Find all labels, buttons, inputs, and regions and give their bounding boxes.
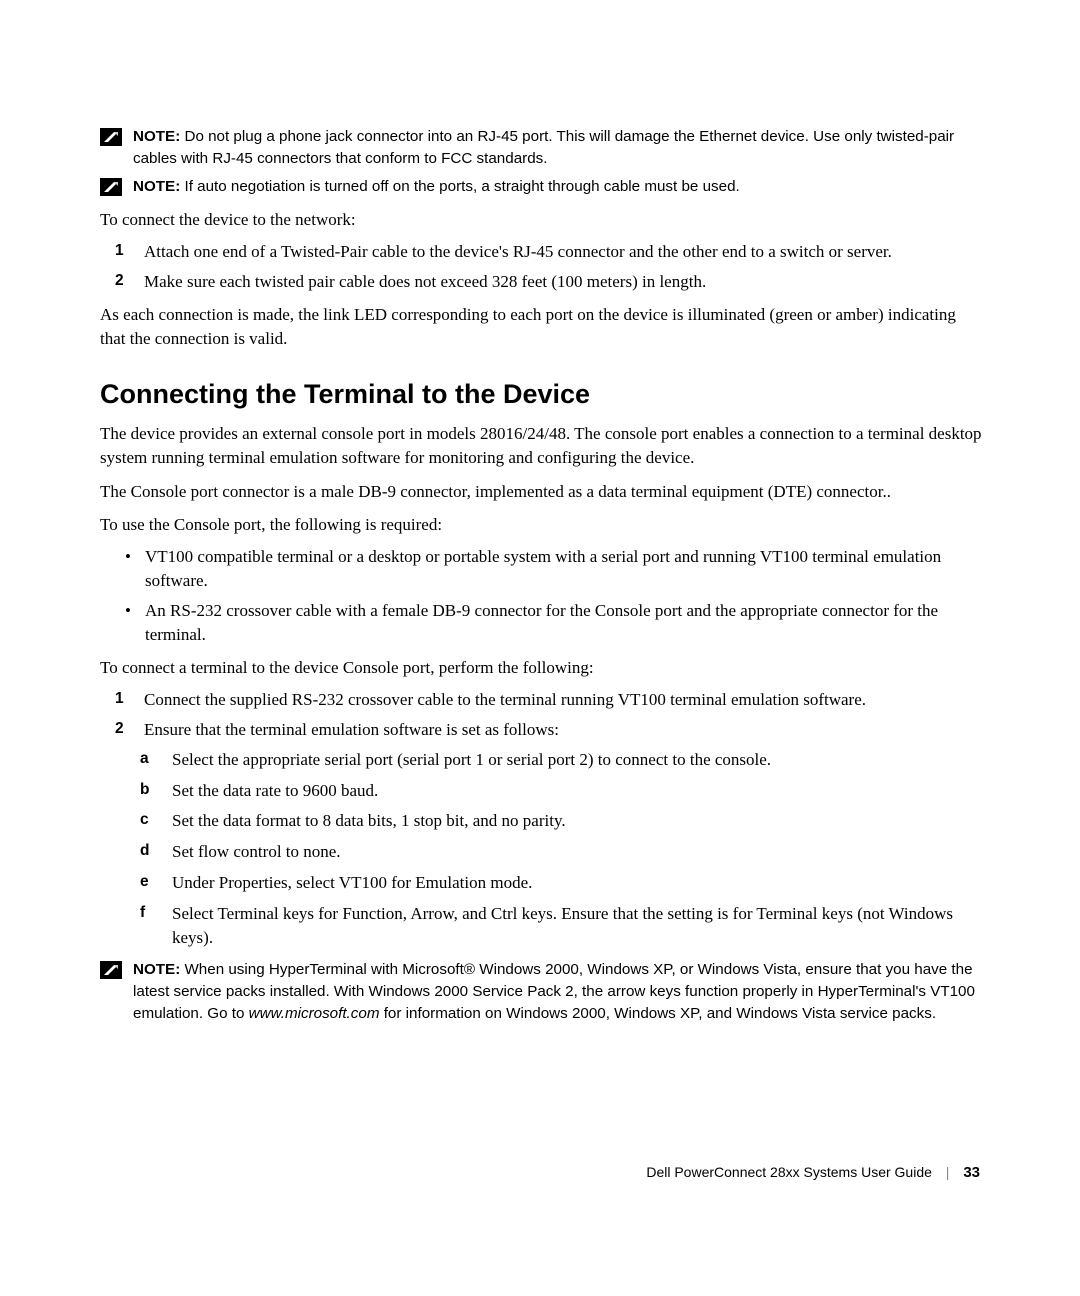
note-text-1: NOTE: Do not plug a phone jack connector…	[133, 126, 985, 170]
bullet-icon: •	[125, 599, 145, 623]
note-body-after: for information on Windows 2000, Windows…	[379, 1005, 936, 1022]
note-block-3: NOTE: When using HyperTerminal with Micr…	[100, 959, 985, 1025]
paragraph: As each connection is made, the link LED…	[100, 303, 985, 351]
page-number: 33	[963, 1164, 980, 1181]
numbered-list-2: 1Connect the supplied RS-232 crossover c…	[100, 688, 985, 742]
list-item: 1Attach one end of a Twisted-Pair cable …	[100, 240, 985, 264]
list-text: Select Terminal keys for Function, Arrow…	[172, 902, 985, 950]
document-page: NOTE: Do not plug a phone jack connector…	[0, 0, 1080, 1296]
note-icon	[100, 128, 122, 146]
list-number: 2	[115, 270, 140, 292]
list-letter: e	[140, 871, 172, 893]
list-text: Connect the supplied RS-232 crossover ca…	[144, 688, 866, 712]
list-text: Attach one end of a Twisted-Pair cable t…	[144, 240, 892, 264]
list-letter: d	[140, 840, 172, 862]
note-body: If auto negotiation is turned off on the…	[180, 178, 739, 195]
paragraph: To use the Console port, the following i…	[100, 513, 985, 537]
list-text: Select the appropriate serial port (seri…	[172, 748, 771, 772]
note-label: NOTE:	[133, 961, 180, 978]
list-item: eUnder Properties, select VT100 for Emul…	[100, 871, 985, 895]
note-icon	[100, 178, 122, 196]
list-number: 2	[115, 718, 140, 740]
list-letter: f	[140, 902, 172, 924]
note-link: www.microsoft.com	[249, 1005, 380, 1022]
note-text-2: NOTE: If auto negotiation is turned off …	[133, 176, 740, 198]
list-item: cSet the data format to 8 data bits, 1 s…	[100, 809, 985, 833]
note-block-1: NOTE: Do not plug a phone jack connector…	[100, 126, 985, 170]
note-label: NOTE:	[133, 128, 180, 145]
list-text: Under Properties, select VT100 for Emula…	[172, 871, 532, 895]
list-letter: c	[140, 809, 172, 831]
paragraph: To connect a terminal to the device Cons…	[100, 656, 985, 680]
list-item: bSet the data rate to 9600 baud.	[100, 779, 985, 803]
note-label: NOTE:	[133, 178, 180, 195]
footer-separator: |	[946, 1164, 950, 1180]
list-item: dSet flow control to none.	[100, 840, 985, 864]
list-text: Make sure each twisted pair cable does n…	[144, 270, 706, 294]
list-number: 1	[115, 240, 140, 262]
list-text: VT100 compatible terminal or a desktop o…	[145, 545, 985, 593]
list-text: Ensure that the terminal emulation softw…	[144, 718, 559, 742]
list-letter: b	[140, 779, 172, 801]
note-icon	[100, 961, 122, 979]
list-item: 2Ensure that the terminal emulation soft…	[100, 718, 985, 742]
paragraph: The device provides an external console …	[100, 422, 985, 470]
list-text: Set the data format to 8 data bits, 1 st…	[172, 809, 566, 833]
letter-list: aSelect the appropriate serial port (ser…	[100, 748, 985, 950]
list-item: 2Make sure each twisted pair cable does …	[100, 270, 985, 294]
note-block-2: NOTE: If auto negotiation is turned off …	[100, 176, 985, 198]
list-item: fSelect Terminal keys for Function, Arro…	[100, 902, 985, 950]
list-item: aSelect the appropriate serial port (ser…	[100, 748, 985, 772]
list-item: 1Connect the supplied RS-232 crossover c…	[100, 688, 985, 712]
bullet-list: •VT100 compatible terminal or a desktop …	[100, 545, 985, 646]
bullet-icon: •	[125, 545, 145, 569]
list-letter: a	[140, 748, 172, 770]
list-text: Set the data rate to 9600 baud.	[172, 779, 378, 803]
list-number: 1	[115, 688, 140, 710]
page-footer: Dell PowerConnect 28xx Systems User Guid…	[646, 1164, 980, 1181]
list-item: •An RS-232 crossover cable with a female…	[100, 599, 985, 647]
paragraph: The Console port connector is a male DB-…	[100, 480, 985, 504]
section-heading: Connecting the Terminal to the Device	[100, 379, 985, 410]
note-body: Do not plug a phone jack connector into …	[133, 128, 954, 167]
paragraph: To connect the device to the network:	[100, 208, 985, 232]
list-text: Set flow control to none.	[172, 840, 341, 864]
note-text-3: NOTE: When using HyperTerminal with Micr…	[133, 959, 985, 1025]
numbered-list-1: 1Attach one end of a Twisted-Pair cable …	[100, 240, 985, 294]
footer-title: Dell PowerConnect 28xx Systems User Guid…	[646, 1164, 932, 1180]
list-text: An RS-232 crossover cable with a female …	[145, 599, 985, 647]
list-item: •VT100 compatible terminal or a desktop …	[100, 545, 985, 593]
